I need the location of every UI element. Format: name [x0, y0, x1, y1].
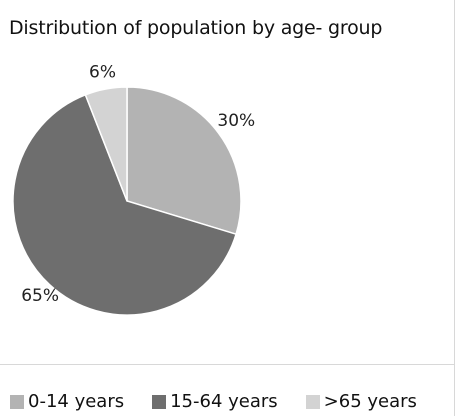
legend-item-over-65: >65 years [305, 391, 417, 412]
legend-item-15-64: 15-64 years [152, 392, 278, 412]
legend-label-0-14: 0-14 years [28, 391, 125, 412]
legend-item-0-14: 0-14 years [10, 392, 124, 412]
chart-title: Distribution of population by age- group [9, 17, 383, 39]
legend-divider [0, 364, 455, 365]
legend-label-15-64: 15-64 years [170, 391, 278, 412]
pie-slice-15-64 [12, 93, 237, 316]
chart-legend: 0-14 years 15-64 years >65 years [10, 392, 417, 412]
legend-label-over-65: >65 years [323, 391, 417, 412]
legend-swatch-15-64 [152, 395, 167, 409]
pie-slice-over-65 [84, 86, 128, 202]
legend-swatch-0-14 [10, 395, 24, 409]
slice-label-0-14: 30% [217, 111, 255, 131]
slice-label-15-64: 65% [21, 286, 59, 306]
legend-swatch-over-65 [305, 395, 320, 409]
slice-label-over-65: 6% [89, 62, 116, 82]
pie-slice-0-14 [126, 86, 242, 236]
panel-border-right [454, 0, 455, 416]
